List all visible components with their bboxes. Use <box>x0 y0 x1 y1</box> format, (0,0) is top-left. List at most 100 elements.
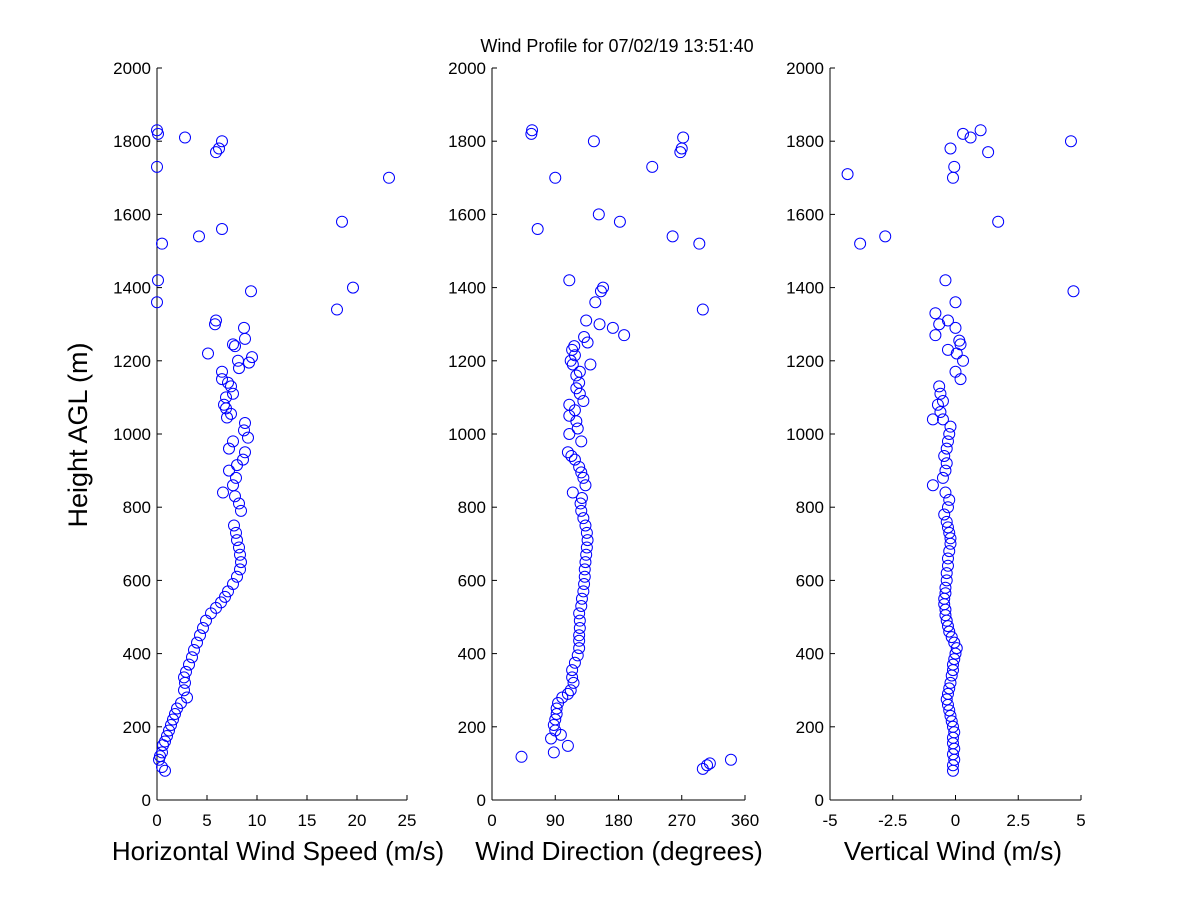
data-point <box>879 230 892 243</box>
data-point <box>974 124 987 137</box>
data-point <box>547 746 560 759</box>
data-point <box>188 643 200 656</box>
y-tick-label: 1400 <box>113 279 151 298</box>
data-point <box>589 296 602 309</box>
data-point <box>580 526 593 539</box>
data-point <box>939 587 952 600</box>
x-tick-label: 0 <box>951 811 960 830</box>
data-point <box>570 369 583 382</box>
data-point <box>566 358 579 371</box>
data-point <box>948 726 961 739</box>
data-point <box>943 625 956 638</box>
y-tick-label: 2000 <box>448 59 486 78</box>
data-point <box>159 735 171 748</box>
data-point <box>151 296 163 309</box>
x-tick-label: 270 <box>668 811 696 830</box>
data-point <box>939 581 952 594</box>
data-point <box>573 460 586 473</box>
data-point <box>227 479 239 492</box>
data-point <box>696 303 709 316</box>
y-tick-label: 200 <box>458 718 486 737</box>
data-point <box>929 329 942 342</box>
data-point <box>183 658 195 671</box>
data-point <box>577 395 590 408</box>
data-point <box>573 621 586 634</box>
data-point <box>934 387 947 400</box>
data-point <box>570 415 583 428</box>
data-point <box>242 431 254 444</box>
data-point <box>213 142 225 155</box>
data-point <box>693 237 706 250</box>
data-point <box>1064 135 1077 148</box>
x-tick-label: 0 <box>152 811 161 830</box>
data-point <box>550 702 563 715</box>
data-point <box>929 307 942 320</box>
data-point <box>941 435 954 448</box>
data-point <box>940 567 953 580</box>
data-point <box>202 347 214 360</box>
data-point <box>944 676 957 689</box>
data-point <box>941 620 954 633</box>
y-tick-label: 800 <box>796 498 824 517</box>
data-point <box>221 411 233 424</box>
y-tick-label: 1200 <box>786 352 824 371</box>
data-point <box>724 753 737 766</box>
data-point <box>216 365 228 378</box>
data-point <box>230 526 242 539</box>
data-point <box>151 160 163 173</box>
data-point <box>216 223 228 236</box>
data-point <box>936 413 949 426</box>
x-tick-label: 180 <box>604 811 632 830</box>
data-point <box>549 171 562 184</box>
data-point <box>515 750 528 763</box>
data-point <box>197 621 209 634</box>
data-point <box>579 556 592 569</box>
data-point <box>531 223 544 236</box>
data-point <box>246 351 258 364</box>
chart-title: Wind Profile for 07/02/19 13:51:40 <box>480 36 753 56</box>
data-point <box>944 709 957 722</box>
data-point <box>235 556 247 569</box>
data-point <box>943 493 956 506</box>
data-point <box>938 508 951 521</box>
y-tick-label: 1400 <box>786 279 824 298</box>
data-point <box>945 631 958 644</box>
data-point <box>153 753 165 766</box>
data-point <box>235 504 247 517</box>
data-point <box>225 380 237 393</box>
data-point <box>216 373 228 386</box>
data-point <box>944 532 957 545</box>
data-point <box>941 552 954 565</box>
data-point <box>234 563 246 576</box>
data-point <box>646 160 659 173</box>
data-point <box>579 479 592 492</box>
data-point <box>573 614 586 627</box>
data-point <box>336 215 348 228</box>
data-point <box>964 131 977 144</box>
y-tick-label: 200 <box>796 718 824 737</box>
data-point <box>526 124 539 137</box>
data-point <box>577 585 590 598</box>
x-axis-label: Horizontal Wind Speed (m/s) <box>112 836 444 866</box>
data-point <box>578 570 591 583</box>
data-point <box>566 343 579 356</box>
data-point <box>561 739 574 752</box>
data-point <box>156 761 168 774</box>
data-point <box>234 548 246 561</box>
data-point <box>233 362 245 375</box>
data-point <box>566 664 579 677</box>
data-point <box>939 464 952 477</box>
data-point <box>677 131 690 144</box>
x-tick-label: 0 <box>487 811 496 830</box>
x-tick-label: 2.5 <box>1006 811 1030 830</box>
data-point <box>233 541 245 554</box>
data-point <box>239 446 251 459</box>
data-point <box>222 376 234 389</box>
data-point <box>578 331 591 344</box>
data-point <box>982 146 995 159</box>
y-tick-label: 600 <box>458 571 486 590</box>
data-point <box>675 142 688 155</box>
y-tick-label: 1200 <box>448 352 486 371</box>
data-point <box>238 424 250 437</box>
data-point <box>165 718 177 731</box>
